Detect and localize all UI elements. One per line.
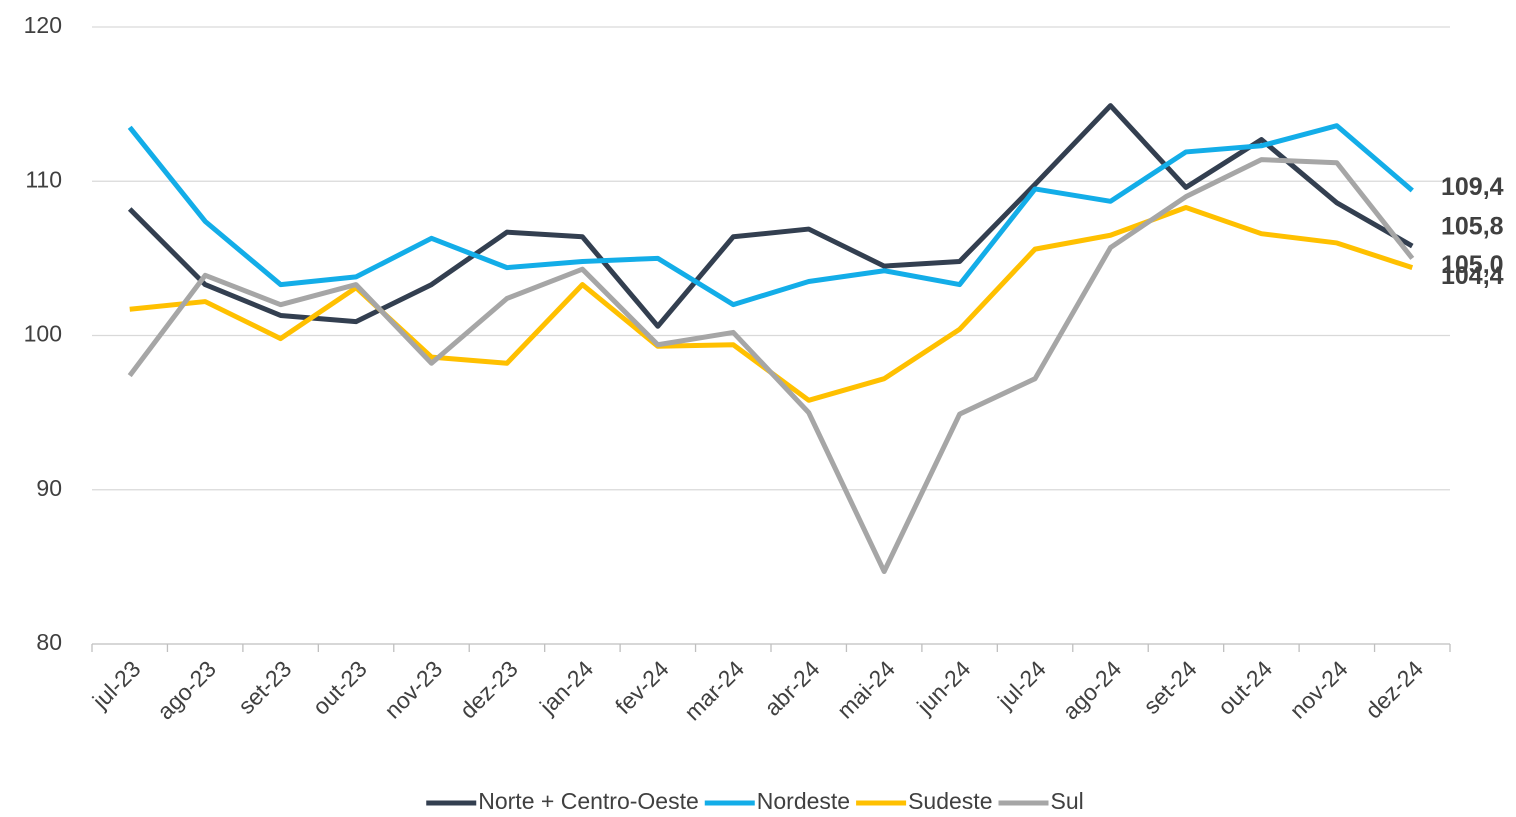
value-label: 109,4	[1441, 173, 1504, 201]
value-label: 105,0	[1441, 251, 1504, 279]
y-tick-label: 90	[36, 475, 62, 501]
series-line	[127, 123, 1414, 308]
legend: Norte + Centro-Oeste Nordeste Sudeste Sul	[426, 788, 1084, 814]
x-tick-label: ago-24	[1057, 655, 1126, 724]
value-label: 104,4	[1441, 262, 1504, 290]
x-tick-label: mar-24	[679, 655, 749, 725]
x-tick-label: mai-24	[832, 655, 900, 723]
x-tick-label: out-23	[307, 655, 372, 720]
x-tick-label: dez-24	[1360, 655, 1428, 723]
x-tick-label: out-24	[1213, 655, 1278, 720]
x-tick-label: abr-24	[759, 655, 825, 721]
legend-label: Sul	[1051, 788, 1084, 814]
x-tick-label: fev-24	[610, 655, 674, 719]
legend-label: Norte + Centro-Oeste	[478, 788, 699, 814]
x-tick-label: nov-24	[1285, 655, 1353, 723]
x-tick-label: set-24	[1138, 655, 1202, 719]
y-tick-label: 80	[36, 629, 62, 655]
x-tick-label: jul-24	[992, 655, 1051, 714]
x-tick-label: jan-24	[534, 655, 598, 719]
x-tick-label: nov-23	[379, 655, 447, 723]
series-line	[127, 157, 1415, 575]
x-tick-label: jul-23	[87, 655, 146, 714]
y-tick-label: 100	[24, 321, 62, 347]
value-label: 105,8	[1441, 213, 1504, 241]
x-tick-label: jun-24	[911, 655, 975, 719]
legend-label: Nordeste	[757, 788, 850, 814]
x-tick-label: dez-23	[455, 655, 523, 723]
y-tick-label: 120	[24, 12, 62, 38]
x-tick-label: set-23	[233, 655, 297, 719]
legend-label: Sudeste	[908, 788, 992, 814]
series-line	[127, 103, 1414, 329]
y-tick-label: 110	[25, 166, 62, 192]
x-tick-label: ago-23	[152, 655, 221, 724]
